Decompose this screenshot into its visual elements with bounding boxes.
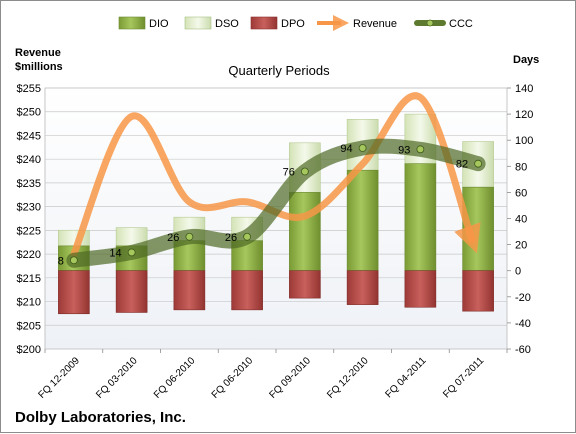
left-tick-label: $200	[17, 344, 41, 356]
left-tick-label: $230	[17, 202, 41, 214]
legend-label-ccc: CCC	[449, 18, 473, 30]
x-tick-label: FQ 12-2010	[325, 355, 371, 401]
x-tick-label: FQ 06-2010	[152, 355, 198, 401]
left-tick-label: $215	[17, 273, 41, 285]
right-tick-label: 0	[515, 266, 521, 278]
bar-dpo	[115, 270, 148, 313]
left-axis-title-line2: $millions	[15, 61, 63, 73]
legend: DIO DSO DPO Revenue CCC	[118, 15, 473, 31]
bar-dpo	[289, 270, 321, 299]
right-axis-title: Days	[513, 54, 539, 66]
legend-swatch-dpo	[250, 16, 278, 30]
bar-dio	[346, 169, 379, 271]
legend-swatch-dio	[118, 16, 146, 30]
left-tick-label: $250	[17, 107, 41, 119]
bar-dpo	[346, 270, 379, 305]
left-tick-label: $225	[17, 225, 41, 237]
legend-swatch-dso	[184, 16, 212, 30]
legend-label-dio: DIO	[149, 18, 169, 30]
right-tick-label: 120	[515, 109, 533, 121]
company-name: Dolby Laboratories, Inc.	[15, 409, 186, 426]
ccc-data-label: 8	[58, 255, 64, 267]
right-tick-label: 100	[515, 135, 533, 147]
right-tick-label: 60	[515, 187, 527, 199]
ccc-data-label: 93	[398, 144, 410, 156]
right-tick-label: -40	[515, 318, 531, 330]
right-tick-label: 20	[515, 240, 527, 252]
ccc-point	[243, 232, 252, 241]
ccc-data-label: 76	[283, 167, 295, 179]
ccc-data-label: 82	[456, 159, 468, 171]
legend-item-revenue[interactable]: Revenue	[317, 15, 397, 31]
bar-dpo	[58, 270, 90, 315]
legend-item-dio[interactable]: DIO	[118, 16, 169, 30]
left-tick-label: $210	[17, 297, 41, 309]
ccc-point	[300, 167, 309, 176]
right-tick-label: 80	[515, 161, 527, 173]
ccc-data-label: 26	[225, 232, 237, 244]
x-tick-label: FQ 04-2011	[384, 355, 429, 400]
left-axis-title-line1: Revenue	[15, 47, 61, 59]
bar-dpo	[231, 270, 263, 311]
bar-dpo	[404, 270, 437, 308]
x-tick-label: FQ 09-2010	[267, 355, 313, 401]
bar-dpo	[462, 270, 494, 312]
ccc-point	[185, 232, 194, 241]
ccc-point	[474, 159, 483, 168]
ccc-point	[69, 256, 78, 265]
chart-title: Quarterly Periods	[228, 63, 330, 78]
ccc-point	[127, 248, 136, 257]
legend-marker-ccc	[426, 19, 434, 27]
bar-dio	[404, 163, 437, 272]
x-tick-label: FQ 12-2009	[36, 355, 82, 401]
ccc-data-label: 94	[340, 143, 352, 155]
legend-item-dpo[interactable]: DPO	[250, 16, 305, 30]
right-tick-label: 140	[515, 83, 533, 95]
bar-dio	[289, 192, 321, 271]
ccc-point	[416, 145, 425, 154]
legend-label-dpo: DPO	[281, 18, 305, 30]
left-tick-label: $220	[17, 249, 41, 261]
right-tick-label: -60	[515, 344, 531, 356]
x-tick-label: FQ 06-2010	[210, 355, 256, 401]
right-tick-label: 40	[515, 214, 527, 226]
legend-label-revenue: Revenue	[353, 18, 397, 30]
lines: 8 14 26 26 76 94 93 82	[58, 92, 486, 268]
left-tick-label: $255	[17, 83, 41, 95]
left-tick-label: $245	[17, 130, 41, 142]
left-tick-label: $205	[17, 320, 41, 332]
legend-item-dso[interactable]: DSO	[184, 16, 239, 30]
legend-label-dso: DSO	[215, 18, 239, 30]
ccc-data-label: 14	[109, 247, 121, 259]
legend-item-ccc[interactable]: CCC	[414, 18, 473, 30]
x-tick-label: FQ 03-2010	[94, 355, 140, 401]
ccc-data-label: 26	[167, 232, 179, 244]
left-tick-label: $235	[17, 178, 41, 190]
x-tick-label: FQ 07-2011	[441, 355, 486, 400]
ccc-line	[66, 138, 486, 268]
right-tick-label: -20	[515, 292, 531, 304]
ccc-point	[358, 144, 367, 152]
left-tick-label: $240	[17, 154, 41, 166]
bar-dpo	[173, 270, 206, 311]
